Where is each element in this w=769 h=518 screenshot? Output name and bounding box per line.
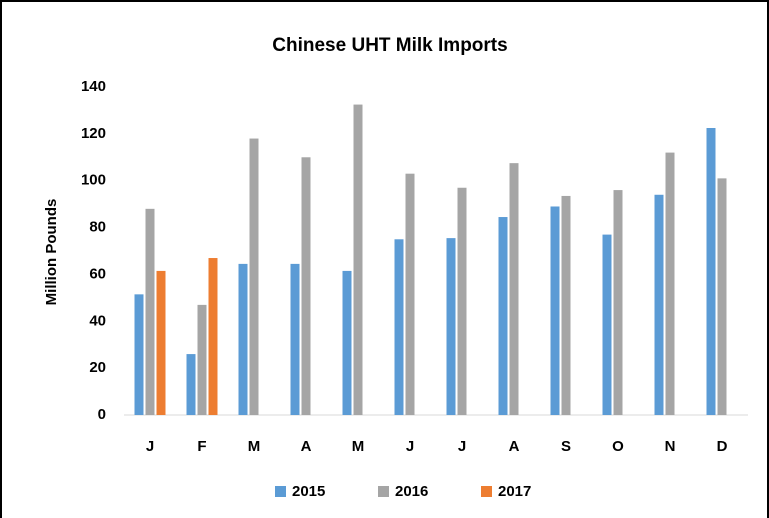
x-tick-label: N: [665, 438, 676, 455]
bar: [457, 187, 467, 415]
y-axis-label: Million Pounds: [43, 199, 60, 306]
y-tick-label: 100: [81, 172, 106, 189]
bar: [342, 270, 352, 415]
x-tick-label: J: [458, 438, 466, 455]
x-tick-label: D: [717, 438, 728, 455]
bar: [550, 206, 560, 415]
legend-swatch: [378, 486, 389, 497]
bar: [405, 173, 415, 415]
y-tick-label: 0: [98, 406, 106, 423]
bar: [353, 104, 363, 416]
x-tick-label: A: [301, 438, 312, 455]
legend-label: 2016: [395, 483, 428, 500]
bar: [145, 208, 155, 415]
bar: [186, 354, 196, 415]
bar: [602, 234, 612, 415]
x-tick-label: J: [406, 438, 414, 455]
bar: [498, 217, 508, 415]
legend-label: 2017: [498, 483, 531, 500]
y-tick-label: 80: [89, 219, 106, 236]
x-tick-label: M: [352, 438, 365, 455]
bar: [156, 270, 166, 415]
y-tick-label: 60: [89, 265, 106, 282]
bar: [197, 304, 207, 415]
bar: [509, 163, 519, 415]
bar: [717, 178, 727, 415]
chart-title: Chinese UHT Milk Imports: [272, 35, 507, 56]
y-tick-label: 40: [89, 312, 106, 329]
y-tick-label: 140: [81, 78, 106, 95]
legend-label: 2015: [292, 483, 325, 500]
x-tick-label: A: [509, 438, 520, 455]
bar: [238, 263, 248, 415]
x-tick-label: F: [197, 438, 206, 455]
legend-swatch: [481, 486, 492, 497]
bar: [134, 294, 144, 415]
bar: [394, 239, 404, 415]
bar: [446, 238, 456, 415]
x-tick-label: M: [248, 438, 261, 455]
bar: [301, 157, 311, 416]
bar: [613, 190, 623, 415]
bar: [290, 263, 300, 415]
bar: [561, 195, 571, 415]
bar: [706, 128, 716, 415]
y-tick-label: 20: [89, 359, 106, 376]
bar: [654, 194, 664, 415]
x-tick-label: S: [561, 438, 571, 455]
x-tick-label: O: [612, 438, 624, 455]
x-tick-label: J: [146, 438, 154, 455]
bar: [208, 258, 218, 415]
legend-swatch: [275, 486, 286, 497]
bar: [249, 138, 259, 416]
y-tick-label: 120: [81, 125, 106, 142]
bar: [665, 152, 675, 415]
